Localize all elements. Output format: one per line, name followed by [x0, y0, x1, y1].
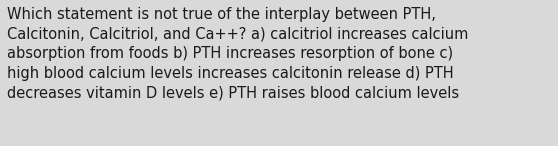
Text: Which statement is not true of the interplay between PTH,
Calcitonin, Calcitriol: Which statement is not true of the inter…	[7, 7, 469, 101]
